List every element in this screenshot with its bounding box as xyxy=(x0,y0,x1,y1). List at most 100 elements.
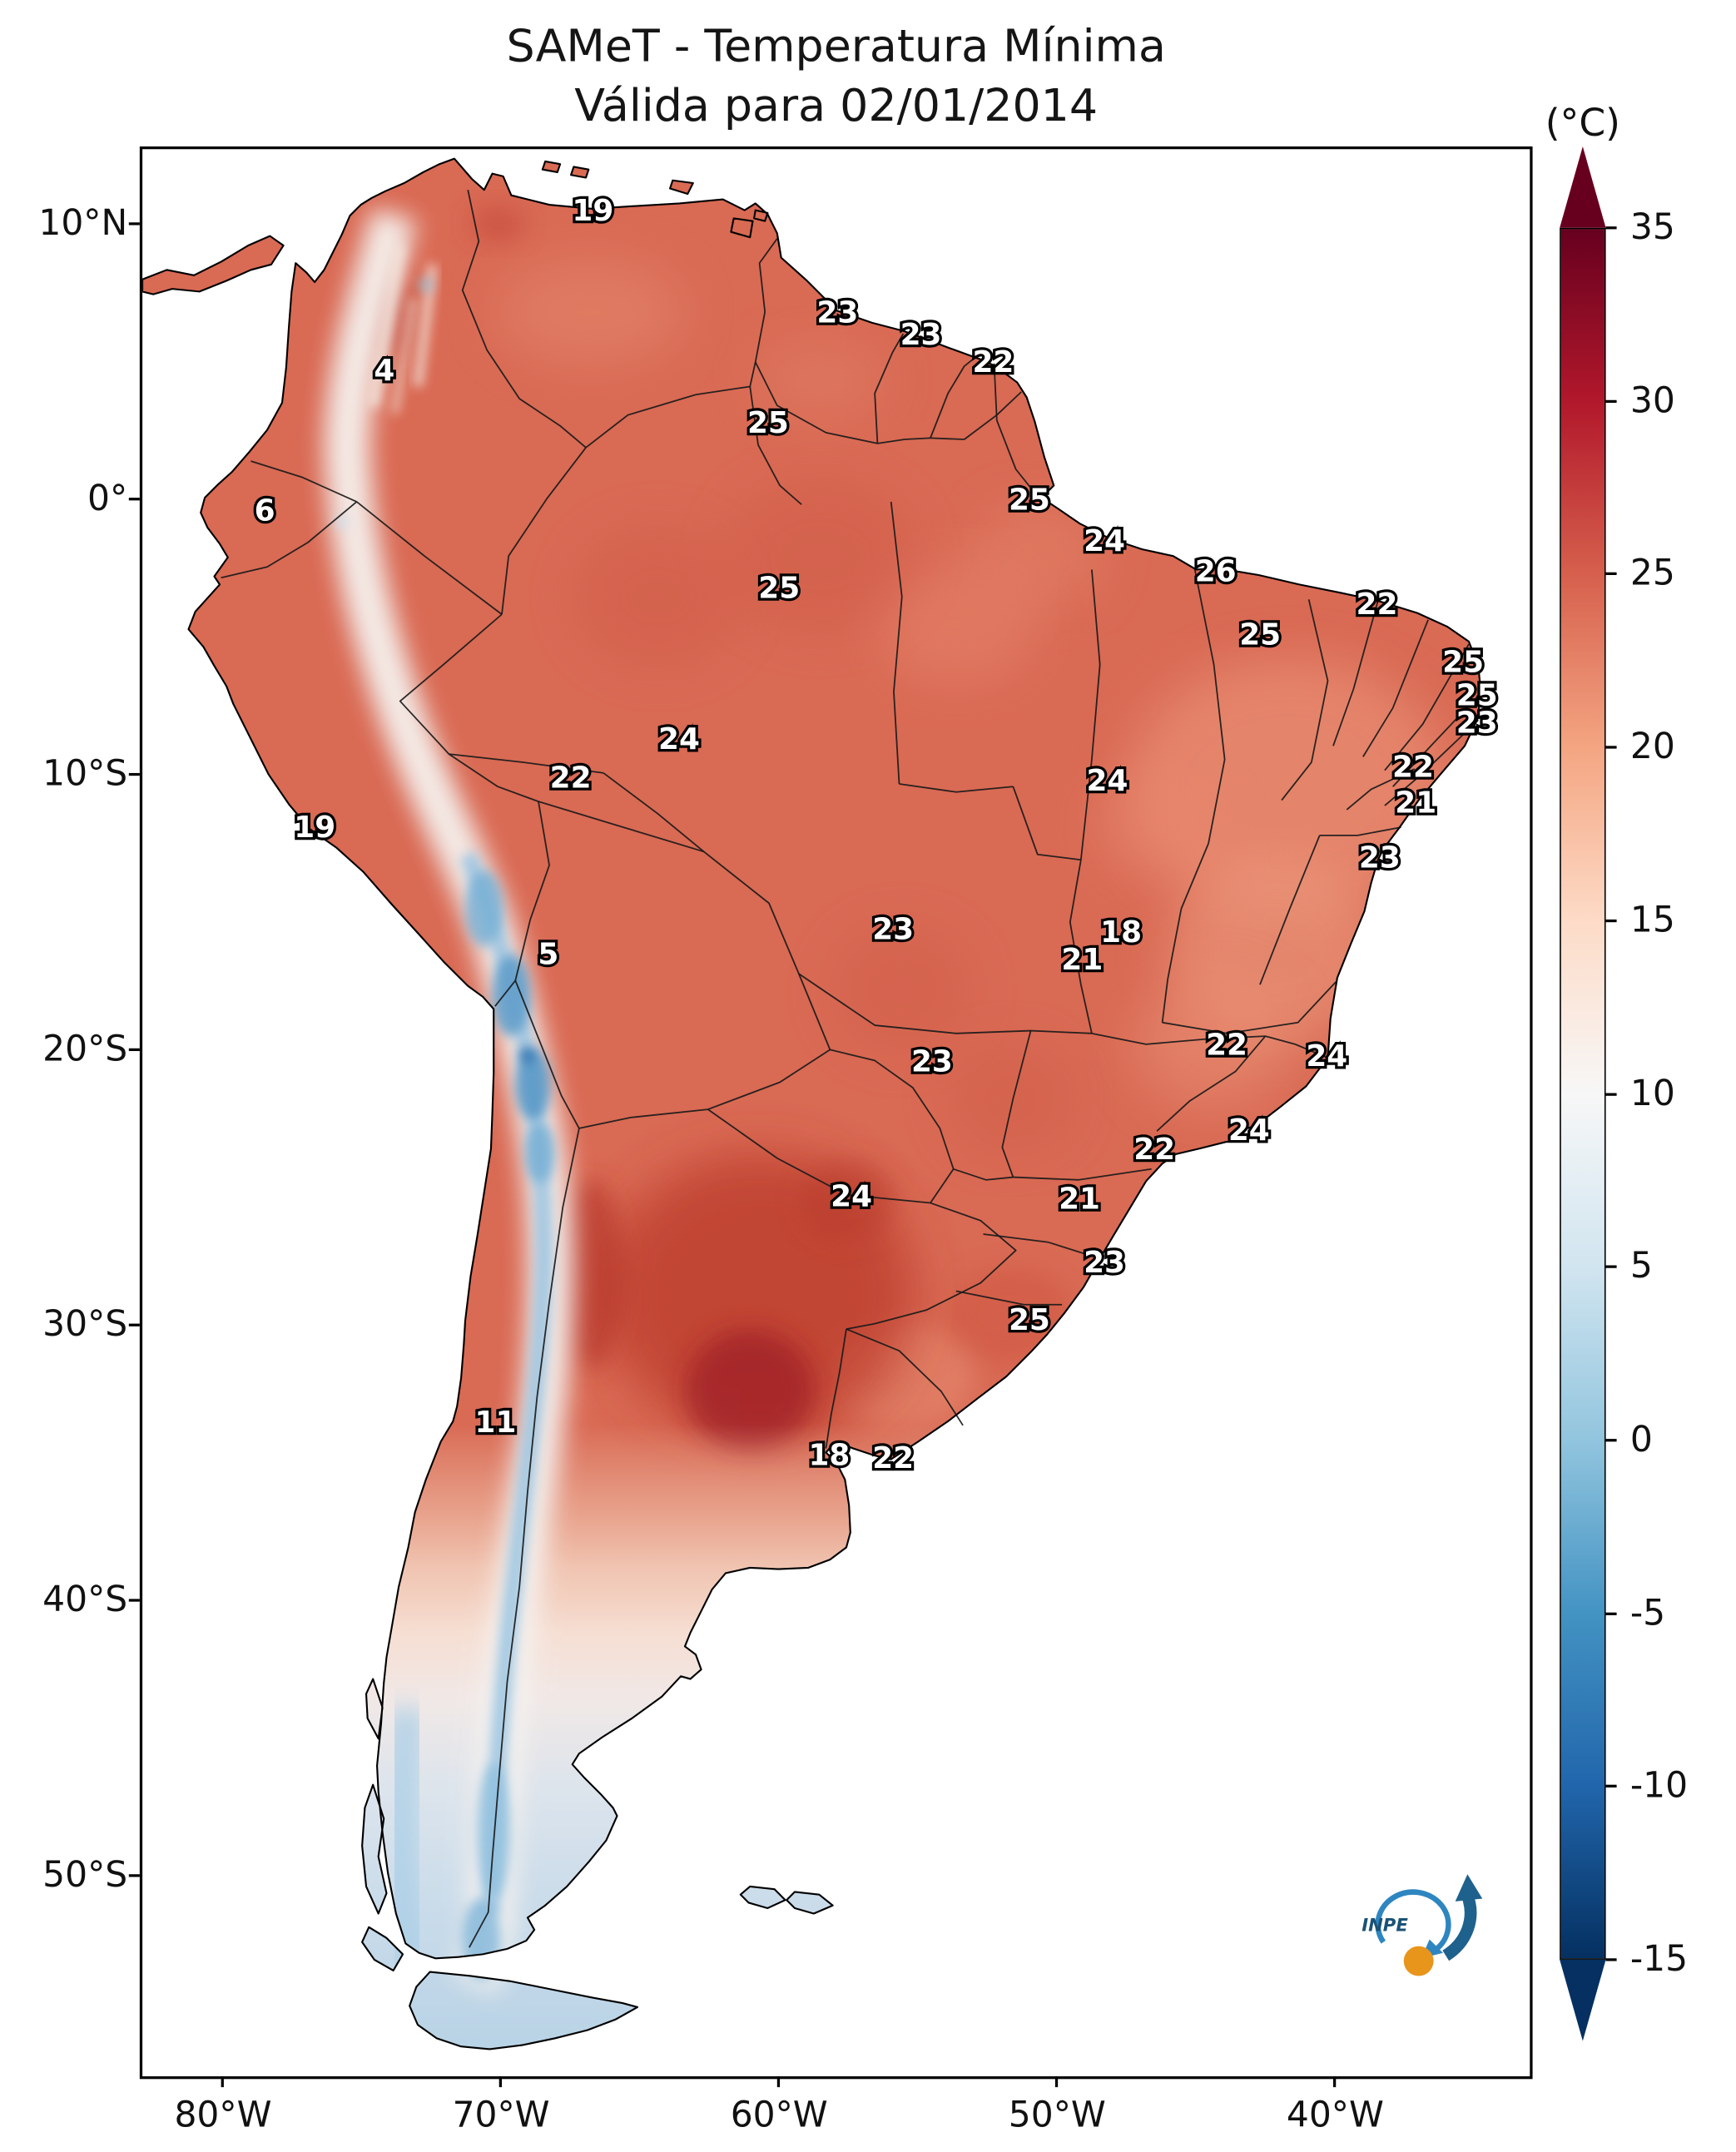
y-axis-tick-label: 20°S xyxy=(42,1029,128,1070)
temperature-label: 25 xyxy=(1456,678,1498,712)
temperature-label: 25 xyxy=(747,406,789,440)
y-axis-tick xyxy=(128,221,140,226)
colorbar-tick-label: -15 xyxy=(1629,1939,1689,1981)
inpe-logo: INPE xyxy=(1362,1874,1483,1976)
x-axis-tick xyxy=(1055,2076,1059,2088)
colorbar-tick-label: 35 xyxy=(1629,207,1675,249)
x-axis-tick-label: 80°W xyxy=(174,2095,272,2136)
colorbar-extend-min-arrow xyxy=(1560,1959,1606,2041)
temperature-label: 22 xyxy=(972,345,1014,379)
colorbar-tick xyxy=(1605,399,1617,403)
temperature-label: 24 xyxy=(1306,1039,1347,1074)
y-axis-tick-label: 10°N xyxy=(38,203,128,245)
temperature-label: 25 xyxy=(1239,618,1281,652)
colorbar-tick-label: -5 xyxy=(1629,1593,1666,1634)
colorbar-tick-label: 10 xyxy=(1629,1073,1675,1114)
y-axis-tick xyxy=(128,1599,140,1602)
inpe-arrow-icon xyxy=(1442,1893,1477,1961)
x-axis-tick xyxy=(1333,2076,1337,2088)
colorbar-tick xyxy=(1605,573,1617,576)
plot-frame xyxy=(139,146,1533,2080)
temperature-label: 19 xyxy=(294,811,335,845)
colorbar-tick xyxy=(1605,919,1617,922)
colorbar-tick-label: 0 xyxy=(1629,1420,1653,1460)
temperature-label: 24 xyxy=(1084,524,1125,558)
y-axis-tick-label: 50°S xyxy=(42,1855,128,1896)
temperature-label: 22 xyxy=(1357,588,1398,622)
temperature-label: 22 xyxy=(1206,1029,1247,1063)
x-axis-tick xyxy=(221,2076,225,2088)
temperature-label: 4 xyxy=(374,354,394,388)
temperature-label: 25 xyxy=(1009,1303,1050,1337)
inpe-logo-text: INPE xyxy=(1362,1915,1408,1936)
temperature-label: 19 xyxy=(572,194,613,228)
y-axis-tick-label: 0° xyxy=(87,478,128,519)
colorbar-tick-label: 25 xyxy=(1629,553,1675,595)
chart-title: SAMeT - Temperatura Mínima Válida para 0… xyxy=(142,17,1530,136)
x-axis-tick xyxy=(499,2076,503,2088)
temperature-label: 23 xyxy=(911,1044,953,1078)
temperature-label: 21 xyxy=(1395,786,1436,820)
temperature-field xyxy=(142,158,1481,2050)
x-axis-tick-label: 50°W xyxy=(1008,2095,1106,2136)
temperature-label: 21 xyxy=(1059,1183,1100,1217)
colorbar-tick xyxy=(1605,1612,1617,1615)
temperature-label: 24 xyxy=(658,722,700,756)
temperature-label: 21 xyxy=(1061,943,1103,977)
y-axis-tick xyxy=(128,1048,140,1051)
temperature-label: 11 xyxy=(475,1406,517,1440)
colorbar-tick xyxy=(1605,1438,1617,1442)
inpe-swirl-icon xyxy=(1375,1889,1451,1953)
temperature-label: 22 xyxy=(1392,750,1434,784)
colorbar-tick xyxy=(1605,1265,1617,1269)
x-axis-tick-label: 70°W xyxy=(452,2095,550,2136)
temperature-label: 23 xyxy=(1084,1246,1125,1280)
y-axis-tick xyxy=(128,497,140,501)
y-axis-tick xyxy=(128,1873,140,1877)
colorbar-tick-label: 30 xyxy=(1629,380,1675,422)
temperature-label: 6 xyxy=(255,494,275,528)
y-axis-tick xyxy=(128,1323,140,1326)
colorbar-tick xyxy=(1605,226,1617,230)
colorbar-tick-label: 5 xyxy=(1629,1246,1653,1287)
temperature-label: 24 xyxy=(1087,764,1128,798)
temperature-label: 18 xyxy=(1100,915,1142,950)
x-axis-tick-label: 60°W xyxy=(730,2095,828,2136)
colorbar-tick-label: -10 xyxy=(1629,1766,1689,1807)
y-axis-tick-label: 40°S xyxy=(42,1579,128,1621)
temperature-label: 22 xyxy=(1133,1133,1175,1167)
temperature-label: 18 xyxy=(808,1438,850,1472)
temperature-label: 25 xyxy=(1009,483,1050,517)
temperature-label: 5 xyxy=(538,937,558,971)
colorbar-tick xyxy=(1605,1785,1617,1788)
temperature-label: 23 xyxy=(1456,706,1498,740)
temperature-label: 25 xyxy=(1442,646,1484,680)
temperature-label: 26 xyxy=(1195,554,1237,588)
colorbar-tick xyxy=(1605,746,1617,749)
inpe-orange-dot-icon xyxy=(1403,1946,1434,1976)
colorbar-tick xyxy=(1605,1092,1617,1095)
x-axis-tick xyxy=(777,2076,781,2088)
colorbar-tick-label: 20 xyxy=(1629,726,1675,768)
country-borders xyxy=(221,189,1022,1948)
temperature-label: 25 xyxy=(758,571,800,605)
title-line-1: SAMeT - Temperatura Mínima xyxy=(506,18,1166,72)
temperature-label: 23 xyxy=(872,913,914,947)
y-axis-tick-label: 10°S xyxy=(42,753,128,795)
temperature-label: 23 xyxy=(900,318,942,352)
temperature-label: 24 xyxy=(831,1179,872,1213)
y-axis-tick-label: 30°S xyxy=(42,1304,128,1346)
title-line-2: Válida para 02/01/2014 xyxy=(574,78,1099,132)
temperature-label: 22 xyxy=(872,1441,914,1475)
colorbar-unit-label: (°C) xyxy=(1545,100,1620,146)
colorbar-extend-max-arrow xyxy=(1560,146,1606,228)
state-borders xyxy=(449,363,1480,1306)
temperature-label: 24 xyxy=(1228,1113,1270,1148)
y-axis-tick xyxy=(128,772,140,776)
colorbar-tick-label: 15 xyxy=(1629,900,1675,941)
temperature-label: 23 xyxy=(816,296,858,330)
temperature-label: 23 xyxy=(1359,841,1401,875)
x-axis-tick-label: 40°W xyxy=(1286,2095,1384,2136)
